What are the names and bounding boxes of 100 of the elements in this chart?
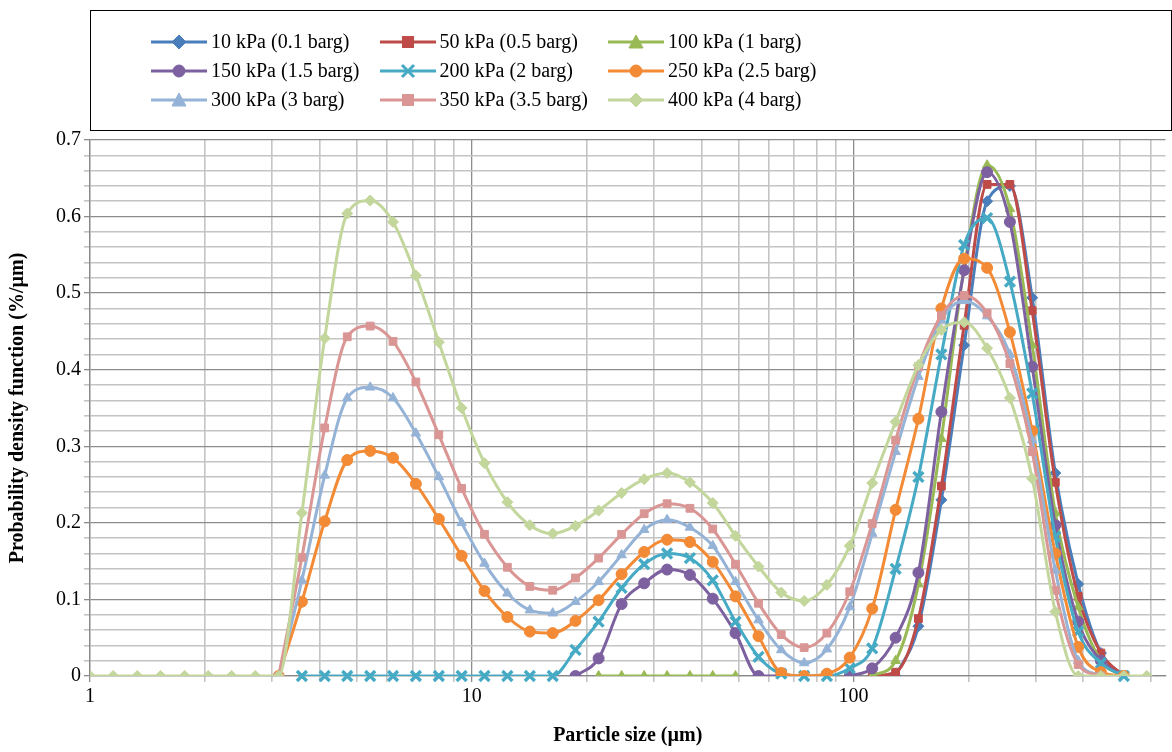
point [1005, 359, 1015, 368]
point [638, 473, 651, 486]
point [775, 586, 788, 599]
point [821, 643, 833, 653]
point [685, 503, 695, 513]
point [295, 669, 309, 683]
point [341, 669, 354, 683]
point [981, 261, 994, 274]
point [1026, 387, 1039, 400]
point [387, 215, 399, 228]
point [683, 568, 696, 581]
point [616, 549, 627, 559]
point [937, 310, 946, 320]
point [662, 499, 672, 509]
point [957, 238, 971, 252]
point [776, 630, 786, 640]
point [752, 560, 765, 573]
point [570, 595, 581, 605]
legend-label: 250 kPa (2.5 barg) [668, 59, 817, 82]
point [889, 631, 902, 644]
point [706, 496, 719, 509]
point [409, 477, 422, 490]
point [478, 457, 491, 470]
point [386, 669, 400, 683]
point [411, 377, 421, 387]
point [820, 578, 833, 591]
x-tick-label: 1 [85, 684, 95, 707]
point [318, 332, 331, 345]
point [661, 513, 673, 524]
y-tick-label: 0.6 [56, 203, 81, 226]
point [639, 509, 649, 519]
legend-label: 50 kPa (0.5 barg) [439, 30, 578, 53]
point [843, 539, 856, 552]
point [866, 642, 879, 655]
point [569, 614, 582, 627]
point [502, 562, 512, 572]
point [775, 643, 787, 654]
y-tick-label: 0.5 [56, 280, 81, 303]
point [320, 423, 330, 433]
point [480, 529, 489, 539]
point [592, 594, 605, 607]
legend-label: 350 kPa (3.5 barg) [439, 88, 588, 111]
point [981, 195, 994, 208]
point [455, 549, 468, 562]
point [752, 650, 765, 664]
point [365, 321, 375, 331]
point [594, 553, 603, 563]
point [523, 625, 536, 638]
y-tick-label: 0.7 [56, 127, 81, 150]
point [593, 575, 604, 586]
point [729, 627, 742, 640]
point [958, 264, 971, 277]
point [890, 654, 901, 664]
point [432, 513, 445, 526]
point [754, 598, 763, 608]
point [571, 573, 580, 583]
point [638, 523, 650, 533]
point [729, 529, 742, 542]
point [432, 336, 445, 349]
point [980, 211, 994, 225]
legend-label: 300 kPa (3 barg) [211, 88, 345, 111]
point [523, 669, 536, 683]
point [410, 427, 422, 437]
point [1003, 326, 1016, 339]
point [1026, 472, 1039, 485]
point [364, 381, 376, 391]
point [615, 568, 628, 581]
point [958, 252, 971, 265]
point [479, 557, 490, 567]
x-tick-label: 10 [461, 684, 482, 707]
point [387, 392, 399, 402]
legend-label: 100 kPa (1 barg) [668, 30, 802, 53]
point [364, 669, 377, 683]
point [982, 180, 992, 189]
point [617, 529, 626, 539]
point [546, 527, 559, 540]
point [958, 316, 971, 329]
point [866, 477, 879, 490]
x-tick-label: 100 [838, 684, 869, 707]
point [683, 551, 697, 565]
point [501, 496, 514, 509]
point [959, 291, 969, 300]
point [433, 470, 445, 481]
point [731, 559, 740, 569]
point [592, 652, 605, 665]
point [729, 615, 742, 628]
point [914, 614, 923, 623]
point [615, 486, 628, 499]
point [867, 519, 877, 529]
point [889, 415, 902, 428]
point [661, 563, 674, 576]
point [799, 643, 809, 653]
x-axis-title: Particle size (µm) [553, 723, 703, 747]
point [457, 484, 467, 493]
point [866, 662, 879, 675]
point [387, 451, 399, 464]
point [638, 577, 651, 590]
point [341, 207, 354, 220]
legend-label: 150 kPa (1.5 barg) [211, 59, 360, 82]
point [1003, 215, 1016, 228]
